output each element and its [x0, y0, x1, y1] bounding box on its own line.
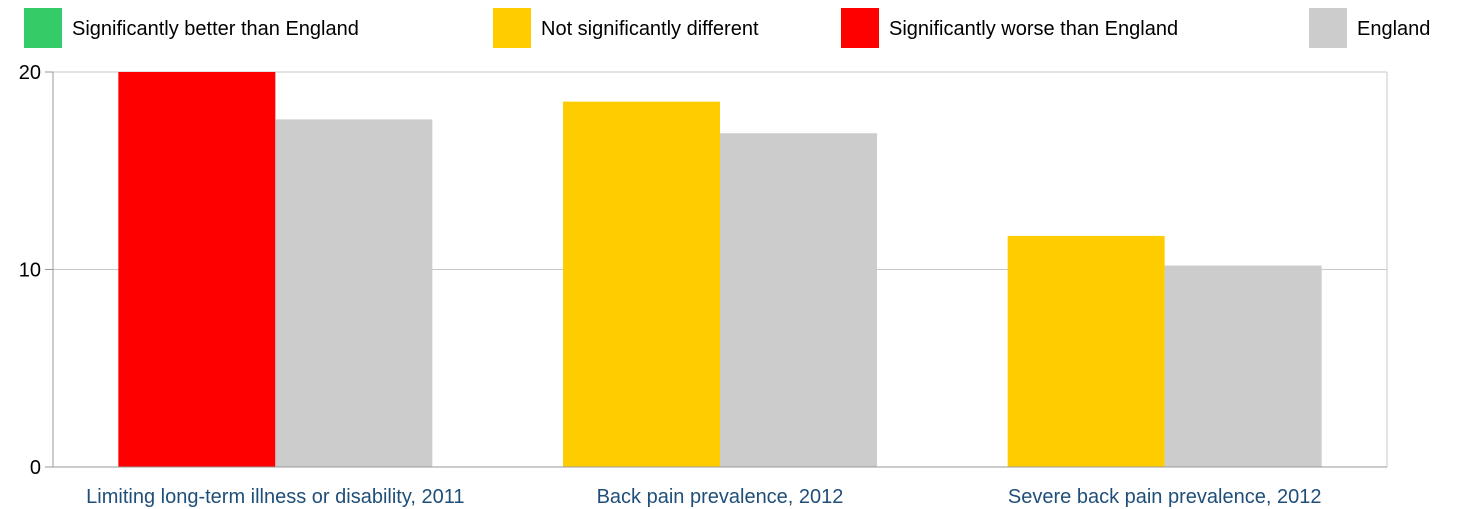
bar-england-value — [1164, 265, 1322, 467]
y-tick-label: 20 — [19, 62, 41, 84]
legend-swatch-worse — [841, 8, 879, 48]
legend-label-not-different: Not significantly different — [541, 18, 759, 40]
bars — [118, 72, 1322, 468]
y-tick-label: 0 — [30, 457, 41, 479]
bar-england-value — [720, 133, 877, 467]
legend-label-better: Significantly better than England — [72, 18, 359, 40]
y-tick-labels: 0 10 20 — [19, 62, 41, 479]
y-tick-label: 10 — [19, 260, 41, 282]
legend-swatch-better — [24, 8, 62, 48]
x-category-label: Limiting long-term illness or disability… — [86, 486, 464, 508]
bar-area-value — [563, 101, 720, 467]
bar-area-value — [118, 72, 276, 467]
x-category-label: Severe back pain prevalence, 2012 — [1008, 486, 1322, 508]
legend-label-england: England — [1357, 18, 1430, 40]
x-category-label: Back pain prevalence, 2012 — [597, 486, 844, 508]
legend-swatch-england — [1309, 8, 1347, 48]
bar-area-value — [1007, 235, 1165, 467]
legend-label-worse: Significantly worse than England — [889, 18, 1178, 40]
legend: Significantly better than England Not si… — [24, 8, 1430, 48]
bar-england-value — [275, 119, 433, 468]
axes — [45, 71, 1388, 468]
legend-swatch-not-different — [493, 8, 531, 48]
x-category-labels: Limiting long-term illness or disability… — [86, 486, 1321, 508]
